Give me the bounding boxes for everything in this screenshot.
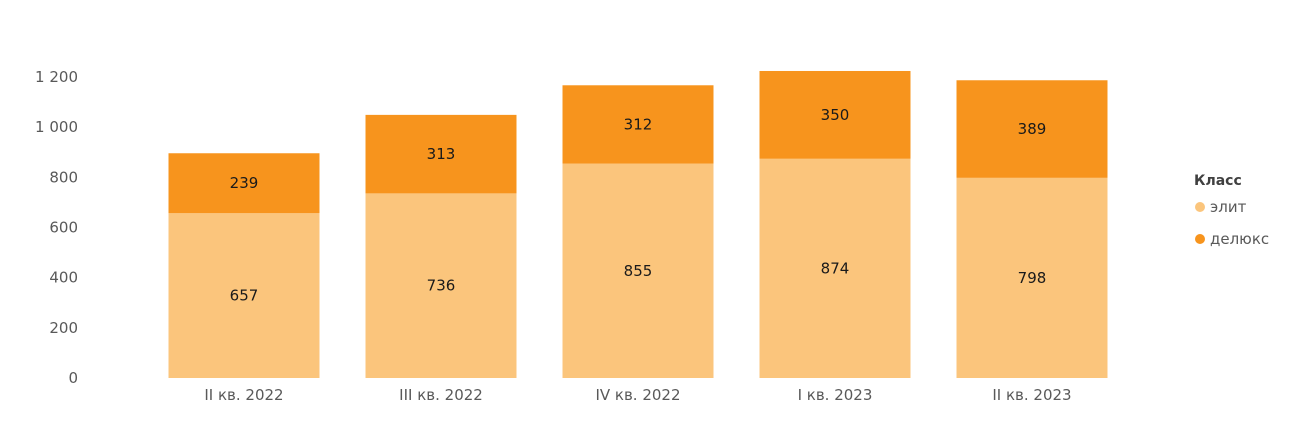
legend-marker-elite — [1195, 202, 1205, 212]
x-axis: II кв. 2022 III кв. 2022 IV кв. 2022 I кв. … — [204, 386, 1071, 404]
y-tick-label: 400 — [49, 269, 78, 287]
x-tick-label: II кв. 2022 — [204, 386, 283, 404]
bar-segment-deluxe — [365, 114, 517, 194]
bars: 657 239 736 313 855 312 874 350 798 389 — [168, 70, 1108, 378]
y-tick-label: 1 200 — [35, 68, 78, 86]
data-label: 855 — [624, 262, 653, 280]
data-label: 350 — [821, 106, 850, 124]
x-tick-label: I кв. 2023 — [798, 386, 873, 404]
y-tick-label: 200 — [49, 319, 78, 337]
data-label: 313 — [427, 145, 456, 163]
bar-segment-deluxe — [562, 85, 714, 164]
x-tick-label: IV кв. 2022 — [595, 386, 680, 404]
data-label: 736 — [427, 277, 456, 295]
data-label: 239 — [230, 174, 259, 192]
bar-segment-elite — [168, 213, 320, 378]
legend-label-deluxe: делюкс — [1210, 230, 1269, 248]
data-label: 389 — [1018, 120, 1047, 138]
y-axis: 0 200 400 600 800 1 000 1 200 — [35, 68, 78, 387]
y-tick-label: 1 000 — [35, 118, 78, 136]
bar-segment-deluxe — [759, 70, 911, 159]
bar-segment-elite — [956, 177, 1108, 378]
bar-segment-elite — [759, 158, 911, 378]
data-label: 798 — [1018, 269, 1047, 287]
y-tick-label: 800 — [49, 168, 78, 186]
bar-segment-elite — [365, 193, 517, 378]
data-label: 312 — [624, 115, 653, 133]
data-label: 874 — [821, 259, 850, 277]
data-label: 657 — [230, 287, 259, 305]
legend-marker-deluxe — [1195, 234, 1205, 244]
bar-segment-deluxe — [956, 80, 1108, 178]
bar-segment-deluxe — [168, 153, 320, 214]
bar-segment-elite — [562, 163, 714, 378]
y-tick-label: 0 — [68, 369, 78, 387]
legend: Класс элит делюкс — [1194, 173, 1269, 248]
legend-title: Класс — [1194, 173, 1242, 189]
y-tick-label: 600 — [49, 219, 78, 237]
legend-label-elite: элит — [1210, 198, 1247, 216]
x-tick-label: III кв. 2022 — [399, 386, 483, 404]
x-tick-label: II кв. 2023 — [992, 386, 1071, 404]
